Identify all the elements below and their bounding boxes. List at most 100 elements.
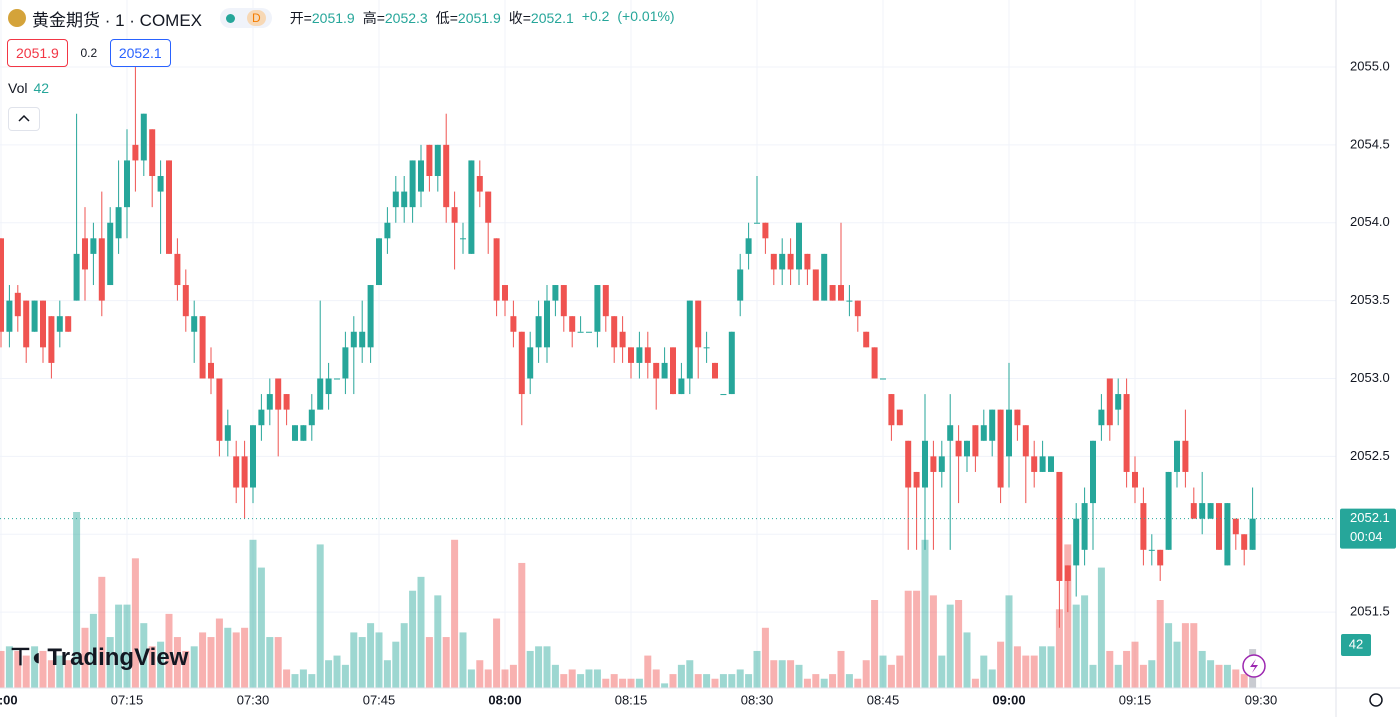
change-pct: (+0.01%) bbox=[617, 8, 675, 24]
volume-bar bbox=[22, 655, 30, 688]
candle-body bbox=[980, 425, 987, 441]
y-tick-label: 2054.0 bbox=[1350, 214, 1390, 229]
candle-body bbox=[1006, 409, 1012, 457]
candle-body bbox=[434, 144, 441, 177]
volume-bar bbox=[249, 539, 257, 688]
trade-row: 2051.9 0.2 2052.1 bbox=[7, 39, 171, 67]
volume-bar bbox=[501, 669, 509, 688]
tags: 2052.1 00:04 42 bbox=[0, 508, 1396, 656]
volume-bar bbox=[929, 595, 937, 688]
volume-bar bbox=[1097, 567, 1105, 688]
candle-body bbox=[224, 425, 231, 441]
volume-bar bbox=[417, 576, 425, 688]
volume-bar bbox=[1039, 646, 1047, 688]
price-pane bbox=[0, 66, 1256, 628]
volume-bar bbox=[283, 669, 291, 688]
candle-body bbox=[350, 331, 357, 348]
volume-bar bbox=[106, 637, 114, 688]
volume-bar bbox=[652, 669, 660, 688]
candle-body bbox=[636, 347, 643, 363]
volume-bar bbox=[1106, 650, 1114, 688]
volume-bar bbox=[299, 669, 307, 688]
volume-bar bbox=[535, 646, 543, 688]
candle-body bbox=[1073, 518, 1080, 566]
volume-bar bbox=[442, 637, 450, 688]
candle-body bbox=[712, 362, 718, 379]
volume-bar bbox=[274, 637, 282, 688]
sell-button[interactable]: 2051.9 bbox=[7, 39, 68, 67]
y-tick-label: 2054.5 bbox=[1350, 136, 1390, 151]
candle-body bbox=[821, 253, 828, 301]
volume-bar bbox=[257, 567, 265, 688]
x-tick-label: 07:30 bbox=[237, 692, 270, 707]
x-tick-label: 09:00 bbox=[992, 692, 1025, 707]
spread: 0.2 bbox=[80, 46, 98, 60]
volume-bar bbox=[266, 637, 274, 688]
candle-body bbox=[964, 440, 970, 457]
volume-bar bbox=[803, 678, 811, 688]
volume-bar bbox=[1240, 674, 1248, 688]
volume-bar bbox=[409, 590, 417, 688]
volume-bar bbox=[568, 669, 576, 688]
volume-bar bbox=[115, 604, 123, 688]
volume-bar bbox=[1148, 660, 1156, 688]
volume-bar bbox=[140, 623, 148, 688]
volume-bar bbox=[921, 539, 929, 688]
candle-body bbox=[888, 394, 895, 426]
x-tick-label: 08:15 bbox=[615, 692, 648, 707]
volume-bar bbox=[308, 674, 316, 688]
candle-body bbox=[334, 378, 340, 380]
candle-body bbox=[90, 238, 97, 254]
volume-bar bbox=[879, 655, 887, 688]
volume-bar bbox=[669, 674, 677, 688]
candle-body bbox=[947, 425, 954, 441]
candle-body bbox=[569, 316, 576, 332]
volume-bar bbox=[778, 660, 786, 688]
volume-bar bbox=[493, 618, 501, 688]
volume-bar bbox=[325, 660, 333, 688]
candle-body bbox=[745, 238, 752, 254]
candle-body bbox=[518, 331, 525, 395]
candle-body bbox=[1207, 503, 1214, 519]
logo-mark: ⊤◖ bbox=[10, 644, 43, 671]
volume-bar bbox=[820, 678, 828, 688]
volume-bar bbox=[938, 655, 946, 688]
candle-body bbox=[460, 238, 466, 240]
status-badge[interactable]: D bbox=[220, 8, 272, 28]
volume-bar bbox=[610, 674, 618, 688]
settings-icon[interactable] bbox=[1369, 693, 1383, 707]
candle-body bbox=[174, 253, 181, 286]
volume-bar bbox=[971, 678, 979, 688]
volume-bar bbox=[955, 600, 963, 688]
candle-body bbox=[250, 425, 256, 488]
candle-body bbox=[1190, 503, 1197, 519]
ohlc-label: 开= bbox=[289, 10, 312, 26]
volume-bar bbox=[241, 627, 249, 688]
buy-button[interactable]: 2052.1 bbox=[109, 39, 171, 67]
candle-body bbox=[1174, 440, 1180, 472]
ohlc-label: 高= bbox=[362, 10, 385, 26]
volume-bar bbox=[333, 655, 341, 688]
ohlc-label: 收= bbox=[508, 10, 531, 26]
volume-bar bbox=[1022, 655, 1030, 688]
symbol-title[interactable]: 黄金期货 · 1 · COMEX bbox=[32, 10, 203, 30]
candle-body bbox=[1056, 471, 1063, 581]
candle-body bbox=[392, 191, 399, 208]
volume-legend: Vol 42 bbox=[8, 80, 49, 96]
flash-glyph bbox=[1250, 659, 1258, 673]
collapse-button[interactable] bbox=[8, 107, 40, 131]
volume-bar bbox=[484, 669, 492, 688]
candle-body bbox=[1022, 425, 1029, 457]
volume-bar bbox=[963, 632, 971, 688]
logo: ⊤◖ TradingView bbox=[10, 643, 188, 672]
candle-body bbox=[770, 253, 777, 270]
candle-body bbox=[972, 425, 979, 457]
volume-bar bbox=[1198, 650, 1206, 688]
candle-body bbox=[720, 394, 727, 396]
candle-body bbox=[476, 176, 483, 192]
volume-bar bbox=[661, 683, 669, 688]
volume-bar bbox=[585, 669, 593, 688]
volume-bar bbox=[1055, 609, 1063, 688]
volume-bar bbox=[98, 576, 106, 688]
candle-body bbox=[930, 456, 937, 472]
